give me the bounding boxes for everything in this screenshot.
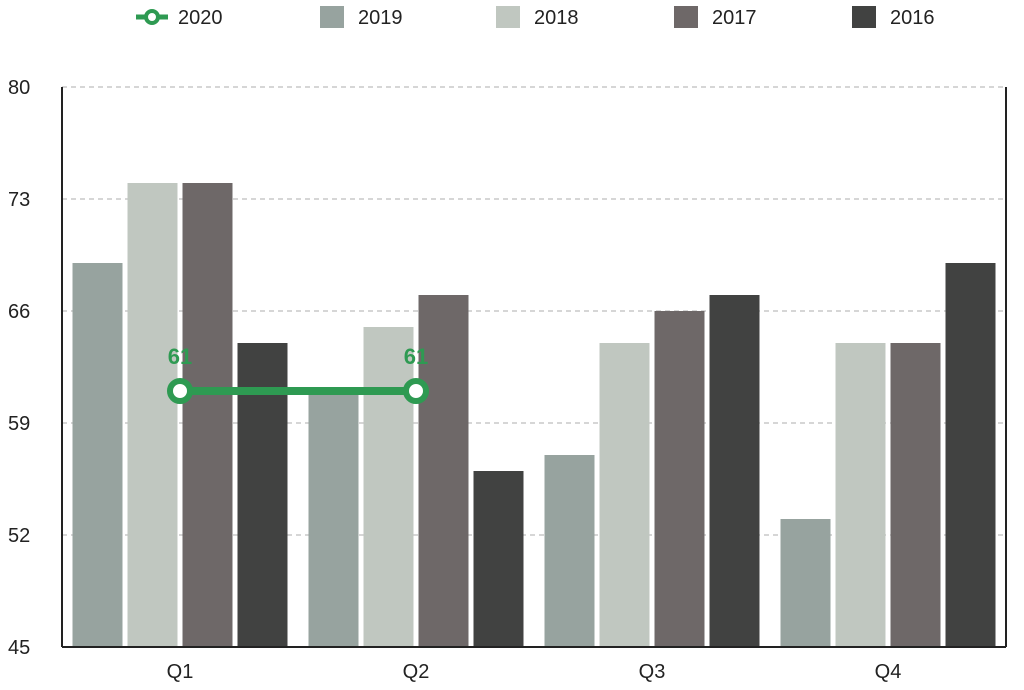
bar-2017-Q4	[890, 343, 941, 647]
legend-swatch-2016	[852, 6, 876, 28]
bars	[72, 183, 996, 647]
x-tick-label: Q2	[403, 661, 430, 683]
bar-2018-Q1	[127, 183, 178, 647]
legend-swatch-2017	[674, 6, 698, 28]
bar-2019-Q4	[780, 519, 831, 647]
line-series: 61 61	[167, 344, 429, 404]
legend-swatch-2019	[320, 6, 344, 28]
x-tick-label: Q3	[639, 661, 666, 683]
y-tick-label: 80	[8, 77, 30, 99]
point-2020-Q2	[403, 378, 429, 404]
legend-label-2017: 2017	[712, 7, 757, 29]
bar-2017-Q2	[418, 295, 469, 647]
bar-2019-Q1	[72, 263, 123, 647]
legend-label-2020: 2020	[178, 7, 223, 29]
y-tick-label: 73	[8, 189, 30, 211]
bar-2019-Q3	[544, 455, 595, 647]
bar-2016-Q2	[473, 471, 524, 647]
point-2020-Q1	[167, 378, 193, 404]
bar-2016-Q4	[945, 263, 996, 647]
bar-2018-Q3	[599, 343, 650, 647]
tick-labels: 45 52 59 66 73 80 Q1 Q2 Q3 Q4	[8, 77, 901, 683]
legend-swatch-2018	[496, 6, 520, 28]
y-tick-label: 52	[8, 525, 30, 547]
data-label-2020: 61	[168, 344, 192, 369]
bar-2017-Q1	[182, 183, 233, 647]
legend: 2020 2019 2018 2017 2016	[136, 6, 935, 29]
legend-label-2019: 2019	[358, 7, 403, 29]
legend-label-2016: 2016	[890, 7, 935, 29]
x-tick-label: Q4	[875, 661, 902, 683]
y-tick-label: 45	[8, 637, 30, 659]
y-tick-label: 66	[8, 301, 30, 323]
legend-label-2018: 2018	[534, 7, 579, 29]
bar-2018-Q2	[363, 327, 414, 647]
bar-2016-Q3	[709, 295, 760, 647]
y-tick-label: 59	[8, 413, 30, 435]
bar-2019-Q2	[308, 391, 359, 647]
bar-2017-Q3	[654, 311, 705, 647]
bar-2018-Q4	[835, 343, 886, 647]
legend-marker-2020	[144, 9, 160, 25]
axes	[61, 87, 1007, 648]
data-label-2020: 61	[404, 344, 428, 369]
x-tick-label: Q1	[167, 661, 194, 683]
